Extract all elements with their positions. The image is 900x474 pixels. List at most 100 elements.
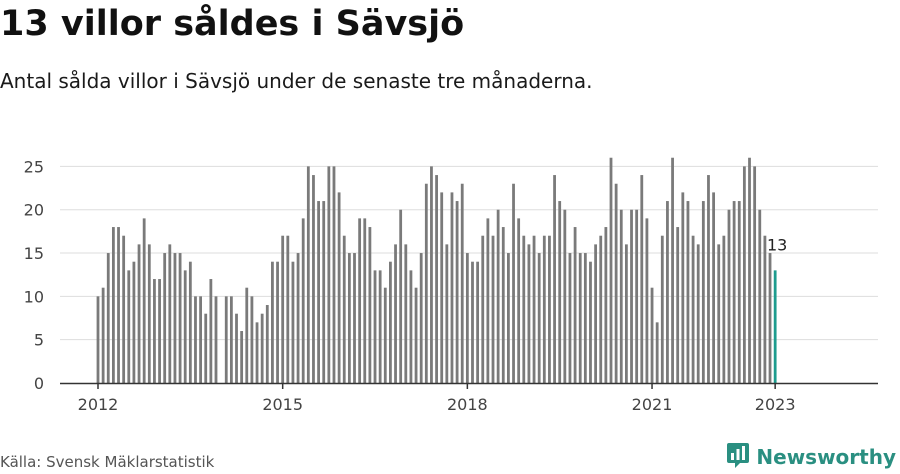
bar (445, 244, 449, 383)
bar (707, 175, 710, 383)
bar (589, 261, 592, 383)
bar (548, 235, 551, 383)
bar (681, 192, 685, 383)
bar (553, 175, 556, 383)
bar (137, 244, 141, 383)
bar (291, 261, 295, 383)
bar (573, 227, 577, 383)
y-tick-label: 10 (24, 287, 44, 306)
chart-subtitle: Antal sålda villor i Sävsjö under de sen… (0, 69, 593, 93)
bar (127, 270, 131, 383)
highlight-bar (773, 270, 777, 383)
bar (168, 244, 172, 383)
bar (594, 244, 598, 383)
bar (609, 157, 613, 383)
bar (111, 227, 115, 383)
bar (194, 296, 197, 383)
bar (691, 235, 695, 383)
bar (640, 175, 644, 383)
bar (209, 279, 213, 383)
bar (650, 287, 654, 383)
bar (748, 157, 751, 383)
bar (763, 235, 767, 383)
bar (142, 218, 146, 383)
bar (255, 322, 259, 383)
highlight-data-label: 13 (767, 235, 787, 254)
y-tick-label: 20 (24, 201, 44, 220)
bar (414, 287, 418, 383)
bar (250, 296, 254, 383)
bar (465, 253, 469, 383)
brand-name: Newsworthy (756, 445, 896, 469)
bar (271, 261, 274, 383)
bar (353, 253, 356, 383)
bar (101, 287, 105, 383)
bar (753, 166, 757, 383)
bar (481, 235, 485, 383)
bar (717, 244, 721, 383)
bar (522, 235, 526, 383)
bar (496, 209, 500, 383)
bar (260, 313, 264, 383)
bar (671, 157, 674, 383)
bar (158, 279, 161, 383)
bar (281, 235, 285, 383)
bar (660, 235, 664, 383)
bar (624, 244, 628, 383)
bar (537, 253, 541, 383)
bar (363, 218, 367, 383)
bar (178, 253, 182, 383)
bar (430, 166, 433, 383)
y-tick-label: 15 (24, 244, 44, 263)
bar-chart-logo-icon (726, 441, 750, 473)
bar (440, 192, 444, 383)
bar (306, 166, 310, 383)
bar (188, 261, 192, 383)
bar (727, 209, 731, 383)
bar (630, 209, 633, 383)
bar (199, 296, 202, 383)
bar (204, 313, 208, 383)
bar (517, 218, 521, 383)
bar (635, 209, 639, 383)
bar (163, 253, 167, 383)
bar (686, 201, 690, 383)
bar (568, 253, 572, 383)
bar (476, 261, 480, 383)
bar (342, 235, 346, 383)
bar (563, 209, 567, 383)
bar (712, 192, 715, 383)
bar (419, 253, 423, 383)
bar (732, 201, 736, 383)
bar (578, 253, 582, 383)
bar (696, 244, 700, 383)
bar (450, 192, 454, 383)
bar (512, 183, 515, 383)
bar (322, 201, 326, 383)
bar (173, 253, 177, 383)
bar (117, 227, 120, 383)
bar (373, 270, 377, 383)
x-tick-label: 2023 (755, 395, 796, 414)
bar (471, 261, 474, 383)
bar (96, 296, 100, 383)
bar (122, 235, 126, 383)
bar (389, 261, 392, 383)
chart-title: 13 villor såldes i Sävsjö (0, 4, 465, 44)
bar-chart: 0 5 10 15 20 25 2012 2015 2018 2021 2023 13 (24, 157, 878, 414)
bar (347, 253, 351, 383)
bar (265, 305, 269, 383)
bar (542, 235, 546, 383)
bar (240, 331, 244, 383)
bar (337, 192, 341, 383)
bar (558, 201, 562, 383)
bar (614, 183, 618, 383)
brand-logo: Newsworthy (726, 441, 896, 473)
bar (486, 218, 490, 383)
bar (507, 253, 510, 383)
bar (214, 296, 218, 383)
bar (501, 227, 505, 383)
bar (229, 296, 233, 383)
bar (742, 166, 746, 383)
bar (276, 261, 279, 383)
